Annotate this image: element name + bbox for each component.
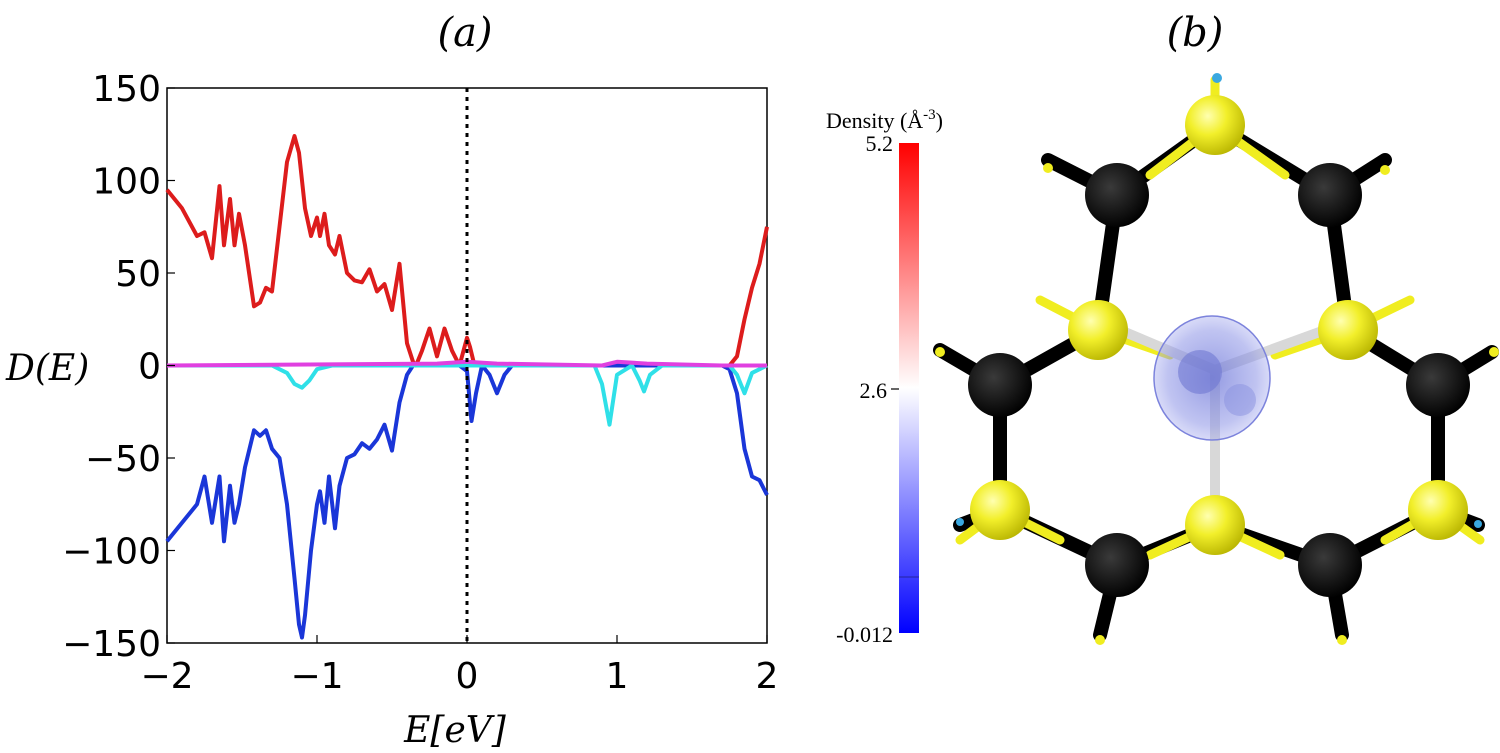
x-tick-label: −1 [290, 656, 343, 697]
colorbar-title-exponent: -3 [923, 107, 936, 123]
x-tick-label: 1 [606, 656, 629, 697]
colorbar-min-label: -0.012 [836, 622, 893, 647]
y-tick-label: 150 [92, 69, 161, 110]
colorbar-gradient [899, 143, 919, 633]
panel-label-a: (a) [437, 10, 492, 56]
y-axis-ticks: 150 100 50 0 −50 −100 −150 [62, 69, 175, 665]
y-tick-label: −50 [85, 439, 161, 480]
series-line-2 [167, 363, 768, 427]
carbon-atoms [968, 163, 1470, 597]
colorbar-title: Density (Å-3) [826, 107, 943, 133]
panel-label-b: (b) [1167, 10, 1224, 56]
plot-area: −2 −1 0 1 2 150 100 50 0 −50 −100 −150 [62, 69, 778, 697]
y-axis-label: D(E) [5, 348, 89, 389]
y-tick-label: −100 [62, 532, 161, 573]
colorbar-title-close: ) [936, 108, 943, 133]
x-tick-label: −2 [140, 656, 193, 697]
colorbar-max-label: 5.2 [866, 131, 894, 156]
colorbar-mid-label: 2.6 [860, 378, 888, 403]
bond-tips [935, 73, 1499, 645]
colorbar: Density (Å-3) 5.2 2.6 -0.012 [826, 107, 943, 647]
y-tick-label: 0 [138, 347, 161, 388]
series-line-3 [166, 359, 767, 368]
colorbar-title-text: Density (Å [826, 108, 923, 133]
y-tick-label: 50 [115, 254, 161, 295]
y-tick-label: −150 [62, 624, 161, 665]
molecule-image [933, 73, 1499, 645]
x-tick-label: 0 [456, 656, 479, 697]
series-line-1 [165, 363, 769, 640]
x-axis-label: E[eV] [403, 710, 507, 751]
x-axis-ticks: −2 −1 0 1 2 [140, 635, 778, 697]
x-tick-label: 2 [756, 656, 779, 697]
sulfur-atoms [970, 95, 1468, 555]
y-tick-label: 100 [92, 162, 161, 203]
series-layer [165, 134, 769, 640]
density-isosurface [1153, 315, 1271, 441]
